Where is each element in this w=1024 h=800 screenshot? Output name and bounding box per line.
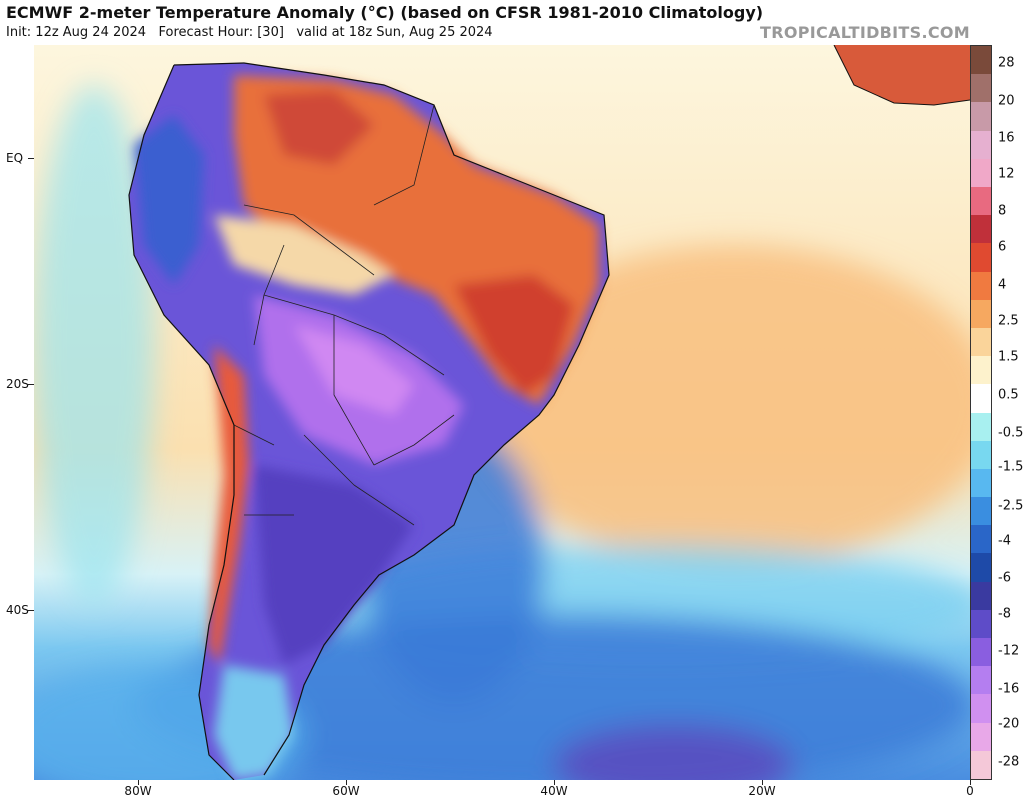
colorbar-label: -12 [998, 643, 1020, 659]
colorbar-label: -28 [998, 754, 1020, 770]
colorbar-segment [971, 299, 991, 329]
colorbar-label: -4 [998, 533, 1011, 549]
map-title: ECMWF 2-meter Temperature Anomaly (°C) (… [6, 3, 764, 22]
colorbar-label: 12 [998, 166, 1015, 182]
colorbar-label: 2.5 [998, 313, 1019, 329]
init-time: Init: 12z Aug 24 2024 [6, 25, 147, 40]
africa-landmass [834, 45, 970, 105]
colorbar-label: -8 [998, 606, 1011, 622]
colorbar-segment [971, 243, 991, 273]
atlantic-warm-region [474, 245, 970, 565]
colorbar-segment [971, 750, 991, 780]
africa-coastline [833, 45, 970, 106]
colorbar-label: 20 [998, 93, 1015, 109]
pacific-cool-band [34, 85, 154, 605]
colorbar-label: 4 [998, 277, 1007, 293]
colorbar-segment [971, 609, 991, 639]
colorbar-segment [971, 356, 991, 385]
country-borders [233, 104, 455, 526]
colorbar-label: 6 [998, 239, 1007, 255]
colorbar-segment [971, 694, 991, 724]
lon-tick-0 [970, 780, 971, 785]
colorbar-label: 1.5 [998, 349, 1019, 365]
lon-tick-20w [762, 780, 763, 785]
temperature-anomaly-map [34, 45, 970, 780]
colorbar-segment [971, 525, 991, 554]
lon-label-80w: 80W [124, 784, 152, 798]
deep-cold-south [554, 725, 794, 780]
colorbar-segment [971, 468, 991, 498]
lat-label-eq: EQ [6, 151, 24, 165]
colorbar-label: -20 [998, 716, 1020, 732]
colorbar-segment [971, 581, 991, 611]
colorbar-label: 0.5 [998, 387, 1019, 403]
colorbar-segment [971, 271, 991, 301]
colorbar-label: -0.5 [998, 425, 1024, 441]
colorbar-segment [971, 46, 991, 75]
colorbar-segment [971, 384, 991, 413]
valid-time: valid at 18z Sun, Aug 25 2024 [296, 25, 493, 40]
colorbar-segment [971, 327, 991, 357]
lon-tick-60w [346, 780, 347, 785]
colorbar-segment [971, 186, 991, 216]
colorbar-segment [971, 412, 991, 442]
lon-tick-80w [138, 780, 139, 785]
lon-label-20w: 20W [748, 784, 776, 798]
source-watermark: TROPICALTIDBITS.COM [760, 23, 970, 42]
colorbar-segment [971, 722, 991, 752]
cold-core-magenta [294, 325, 414, 415]
colorbar-segment [971, 553, 991, 583]
colorbar-label: -16 [998, 681, 1020, 697]
lat-tick-eq [28, 158, 34, 159]
andes-north-cold [134, 115, 204, 285]
lon-label-40w: 40W [540, 784, 568, 798]
forecast-hour: Forecast Hour: [30] [158, 25, 284, 40]
colorbar-segment [971, 497, 991, 526]
colorbar-segment [971, 215, 991, 244]
lat-label-40s: 40S [6, 603, 29, 617]
colorbar-label: -1.5 [998, 459, 1024, 475]
colorbar-segment [971, 130, 991, 160]
lat-tick-40s [28, 610, 34, 611]
lon-label-60w: 60W [332, 784, 360, 798]
hot-core-northeast [454, 275, 574, 395]
colorbar-label: 16 [998, 130, 1015, 146]
lat-tick-20s [28, 384, 34, 385]
colorbar-label: 8 [998, 203, 1007, 219]
forecast-info: Init: 12z Aug 24 2024 Forecast Hour: [30… [6, 25, 493, 40]
hot-core-north [264, 90, 374, 165]
colorbar-segment [971, 74, 991, 103]
colorbar-label: 28 [998, 55, 1015, 71]
lon-tick-40w [554, 780, 555, 785]
colorbar-segment [971, 102, 991, 132]
colorbar-segment [971, 666, 991, 695]
colorbar [970, 45, 992, 780]
colorbar-segment [971, 638, 991, 667]
lat-label-20s: 20S [6, 377, 29, 391]
lon-label-0: 0 [966, 784, 974, 798]
colorbar-segment [971, 440, 991, 470]
colorbar-label: -2.5 [998, 498, 1024, 514]
amazon-pale-band [214, 215, 394, 295]
patagonia-cool [214, 665, 294, 780]
colorbar-segment [971, 158, 991, 188]
colorbar-label: -6 [998, 570, 1011, 586]
